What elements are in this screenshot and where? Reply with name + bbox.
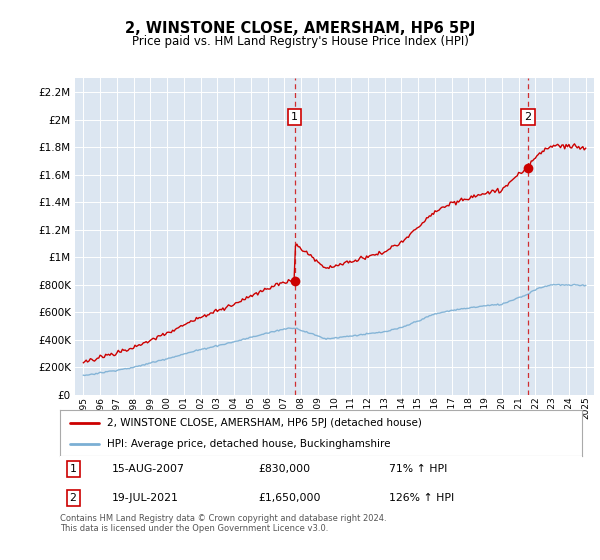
Text: 2, WINSTONE CLOSE, AMERSHAM, HP6 5PJ (detached house): 2, WINSTONE CLOSE, AMERSHAM, HP6 5PJ (de… bbox=[107, 418, 422, 428]
Text: Contains HM Land Registry data © Crown copyright and database right 2024.
This d: Contains HM Land Registry data © Crown c… bbox=[60, 514, 386, 534]
Text: Price paid vs. HM Land Registry's House Price Index (HPI): Price paid vs. HM Land Registry's House … bbox=[131, 35, 469, 48]
Text: 19-JUL-2021: 19-JUL-2021 bbox=[112, 493, 179, 502]
Text: £830,000: £830,000 bbox=[259, 464, 310, 474]
Text: 1: 1 bbox=[70, 464, 76, 474]
Text: 2: 2 bbox=[524, 112, 531, 122]
Text: HPI: Average price, detached house, Buckinghamshire: HPI: Average price, detached house, Buck… bbox=[107, 439, 391, 449]
Text: 2, WINSTONE CLOSE, AMERSHAM, HP6 5PJ: 2, WINSTONE CLOSE, AMERSHAM, HP6 5PJ bbox=[125, 21, 475, 36]
Text: £1,650,000: £1,650,000 bbox=[259, 493, 321, 502]
Text: 71% ↑ HPI: 71% ↑ HPI bbox=[389, 464, 447, 474]
Text: 15-AUG-2007: 15-AUG-2007 bbox=[112, 464, 185, 474]
Text: 1: 1 bbox=[291, 112, 298, 122]
Text: 2: 2 bbox=[70, 493, 76, 502]
Text: 126% ↑ HPI: 126% ↑ HPI bbox=[389, 493, 454, 502]
